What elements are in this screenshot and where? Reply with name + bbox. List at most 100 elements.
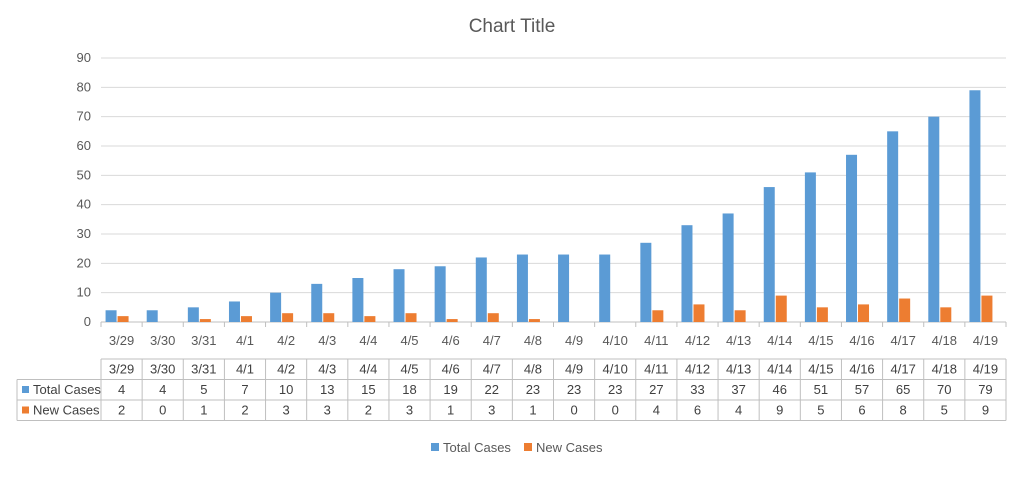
x-tick-label: 4/5	[400, 333, 418, 348]
bar-total-cases	[969, 90, 981, 323]
x-tick-label: 4/16	[849, 333, 874, 348]
x-tick-label: 4/8	[524, 333, 542, 348]
table-cell: 19	[443, 382, 457, 397]
bar-new-cases	[240, 316, 252, 322]
bar-new-cases	[199, 319, 211, 322]
table-header-cell: 4/13	[726, 362, 751, 377]
y-tick-label: 20	[77, 255, 91, 270]
table-header-cell: 4/18	[932, 362, 957, 377]
bar-new-cases	[446, 319, 458, 322]
bar-new-cases	[734, 310, 746, 322]
table-cell: 23	[526, 382, 540, 397]
bar-new-cases	[528, 319, 540, 322]
bar-total-cases	[640, 242, 652, 322]
table-cell: 1	[200, 403, 207, 418]
bar-total-cases	[228, 301, 240, 322]
table-cell: 7	[241, 382, 248, 397]
bars	[105, 90, 993, 323]
table-header-cell: 4/6	[442, 362, 460, 377]
bar-total-cases	[928, 116, 940, 323]
table-legend-key	[22, 406, 29, 414]
table-cell: 9	[982, 403, 989, 418]
bar-total-cases	[846, 154, 858, 322]
table-cell: 18	[402, 382, 416, 397]
table-cell: 0	[570, 403, 577, 418]
x-tick-label: 4/6	[442, 333, 460, 348]
table-cell: 37	[731, 382, 745, 397]
bar-total-cases	[516, 254, 528, 322]
bar-total-cases	[270, 292, 282, 322]
table-header-cell: 4/5	[400, 362, 418, 377]
table-cell: 1	[529, 403, 536, 418]
table-cell: 4	[653, 403, 660, 418]
table-cell: 4	[735, 403, 742, 418]
x-tick-label: 4/1	[236, 333, 254, 348]
legend-label: Total Cases	[443, 440, 511, 455]
table-cell: 5	[200, 382, 207, 397]
table-header-cell: 4/8	[524, 362, 542, 377]
x-tick-label: 4/10	[603, 333, 628, 348]
bar-total-cases	[804, 172, 816, 322]
table-cell: 0	[159, 403, 166, 418]
table-cell: 33	[690, 382, 704, 397]
x-tick-label: 3/31	[191, 333, 216, 348]
legend-swatch	[431, 443, 439, 451]
table-cell: 5	[941, 403, 948, 418]
table-header-cell: 4/19	[973, 362, 998, 377]
bar-new-cases	[899, 298, 911, 322]
x-tick-label: 4/7	[483, 333, 501, 348]
legend: Total Cases New Cases	[431, 440, 603, 455]
table-cell: 79	[978, 382, 992, 397]
x-tick-label: 4/9	[565, 333, 583, 348]
bar-new-cases	[364, 316, 376, 322]
y-tick-label: 40	[77, 197, 91, 212]
bar-new-cases	[405, 313, 417, 322]
table-cell: 2	[241, 403, 248, 418]
table-cell: 46	[773, 382, 787, 397]
x-tick-label: 4/15	[808, 333, 833, 348]
data-table: 3/29 3/30 3/31 4/1 4/2 4/3 4/4 4/5 4/6 4/7 4/8 4/9 4…	[16, 358, 1007, 421]
gridlines	[100, 57, 1007, 327]
table-header-cell: 3/29	[109, 362, 134, 377]
table-header-cell: 4/11	[644, 362, 668, 377]
table-cell: 2	[365, 403, 372, 418]
table-cell: 4	[159, 382, 166, 397]
table-cell: 27	[649, 382, 663, 397]
bar-total-cases	[887, 131, 899, 322]
bar-total-cases	[393, 269, 405, 322]
x-tick-label: 4/18	[932, 333, 957, 348]
table-header-cell: 4/17	[891, 362, 916, 377]
x-tick-label: 4/4	[359, 333, 377, 348]
x-tick-label: 4/13	[726, 333, 751, 348]
table-header-cell: 4/15	[808, 362, 833, 377]
bar-new-cases	[487, 313, 499, 322]
y-tick-label: 30	[77, 226, 91, 241]
table-cell: 10	[279, 382, 293, 397]
table-legend-key	[22, 386, 29, 393]
bar-total-cases	[105, 310, 117, 322]
table-cell: 57	[855, 382, 869, 397]
x-tick-label: 4/19	[973, 333, 998, 348]
x-axis-ticks: 3/29 3/30 3/31 4/1 4/2 4/3 4/4 4/5 4/6 4/7 4/8 4/9 4…	[109, 333, 998, 348]
bar-total-cases	[558, 254, 570, 322]
y-tick-label: 10	[77, 285, 91, 300]
table-cell: 0	[612, 403, 619, 418]
table-cell: 3	[324, 403, 331, 418]
x-tick-label: 4/17	[891, 333, 916, 348]
table-header-cell: 4/4	[359, 362, 377, 377]
table-cell: 4	[118, 382, 125, 397]
table-cell: 15	[361, 382, 375, 397]
y-tick-label: 60	[77, 138, 91, 153]
table-cell: 3	[282, 403, 289, 418]
y-tick-label: 80	[77, 79, 91, 94]
table-header-cell: 3/31	[191, 362, 216, 377]
bar-new-cases	[693, 304, 705, 322]
y-tick-label: 70	[77, 109, 91, 124]
bar-total-cases	[187, 307, 199, 322]
legend-label: New Cases	[536, 440, 603, 455]
bar-new-cases	[323, 313, 335, 322]
bar-new-cases	[652, 310, 664, 322]
bar-total-cases	[763, 187, 775, 322]
table-row-label: New Cases	[33, 403, 100, 418]
bar-new-cases	[940, 307, 952, 322]
